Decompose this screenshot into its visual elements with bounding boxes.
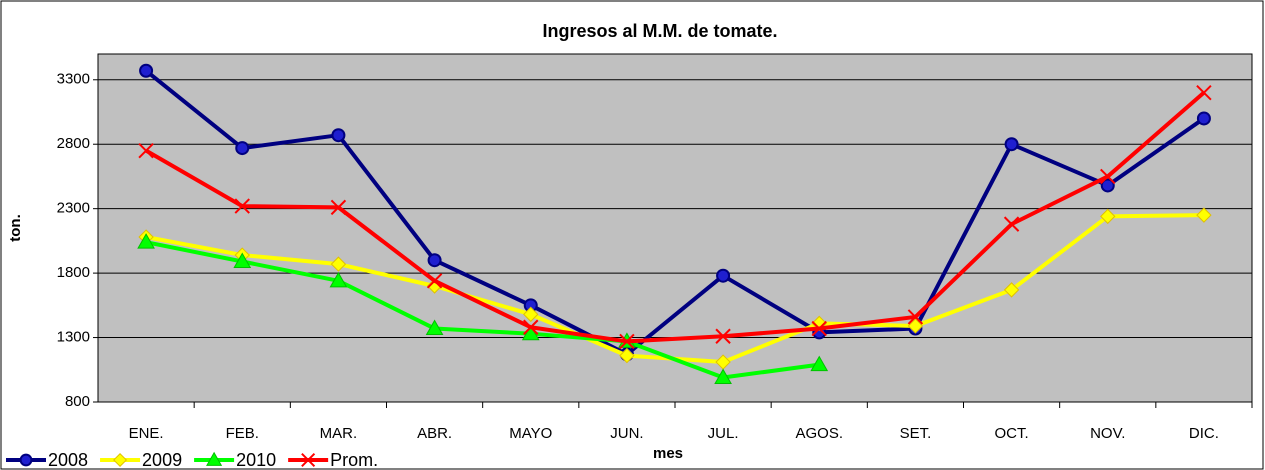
x-tick-label: JUL.	[708, 425, 739, 442]
legend-label: 2009	[142, 450, 182, 470]
point	[1003, 282, 1020, 298]
legend-label: 2008	[48, 450, 88, 470]
point	[523, 306, 539, 323]
point	[234, 198, 250, 214]
point	[716, 268, 731, 283]
plot-area	[97, 53, 1253, 403]
point	[811, 320, 827, 337]
y-tick-label: 2300	[57, 200, 90, 217]
x-tick-label: ENE.	[129, 425, 164, 442]
point	[810, 355, 829, 372]
point	[427, 253, 442, 268]
x-tick-label: SET.	[900, 425, 932, 442]
point	[1100, 168, 1116, 185]
point	[426, 273, 443, 289]
point	[619, 333, 635, 350]
point	[523, 319, 539, 335]
point	[907, 309, 924, 325]
legend-marker	[19, 453, 33, 467]
point	[330, 256, 347, 272]
point	[329, 271, 348, 288]
x-tick-label: ABR.	[417, 425, 452, 442]
point	[715, 328, 731, 344]
x-tick-label: FEB.	[226, 425, 259, 442]
y-axis-label: ton.	[7, 214, 24, 242]
x-tick-label: OCT.	[994, 425, 1028, 442]
chart-title: Ingresos al M.M. de tomate.	[542, 21, 777, 41]
legend-marker	[301, 452, 316, 468]
point	[331, 128, 346, 143]
point	[1003, 216, 1020, 232]
point	[139, 63, 154, 78]
y-tick-label: 1300	[57, 329, 90, 346]
x-axis-label: mes	[653, 445, 683, 462]
point	[714, 368, 732, 385]
series-line	[145, 91, 1206, 344]
point	[233, 252, 252, 269]
point	[138, 142, 154, 159]
point	[619, 347, 635, 364]
point	[235, 141, 250, 156]
y-tick-label: 3300	[57, 71, 90, 88]
point	[330, 199, 347, 216]
point	[1196, 111, 1211, 126]
series-line	[145, 240, 820, 380]
x-tick-label: NOV.	[1090, 425, 1125, 442]
point	[521, 324, 540, 341]
x-tick-label: MAYO	[509, 425, 552, 442]
point	[1196, 207, 1212, 223]
y-tick-label: 2800	[57, 135, 90, 152]
point	[425, 319, 444, 336]
point	[1004, 137, 1019, 152]
legend-label: 2010	[236, 450, 276, 470]
y-tick-label: 800	[65, 393, 90, 410]
point	[137, 233, 155, 249]
legend-label: Prom.	[330, 450, 378, 470]
x-tick-label: MAR.	[320, 425, 358, 442]
legend-marker	[113, 452, 128, 468]
x-tick-label: DIC.	[1189, 425, 1219, 442]
x-tick-label: JUN.	[610, 425, 643, 442]
point	[1100, 208, 1116, 225]
series-line	[144, 69, 1206, 357]
y-tick-label: 1800	[57, 264, 90, 281]
point	[907, 318, 924, 334]
point	[1196, 84, 1212, 101]
legend-marker	[206, 451, 223, 466]
x-tick-label: AGOS.	[795, 425, 843, 442]
point	[1100, 178, 1115, 193]
